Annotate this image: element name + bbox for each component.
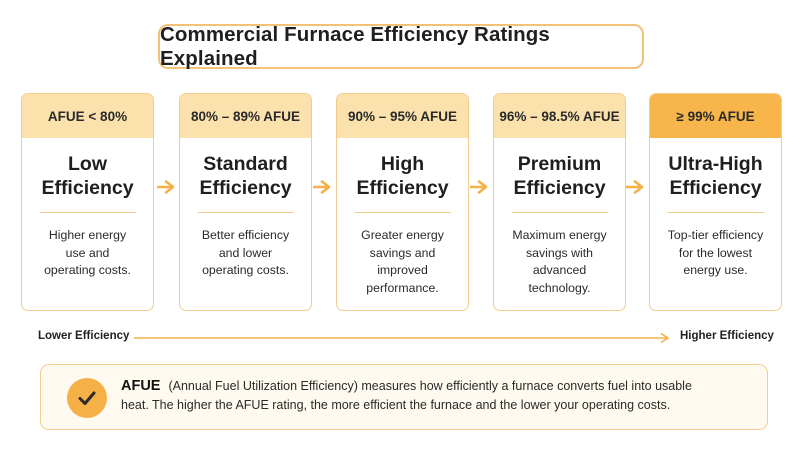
tier-name: Ultra-High Efficiency [650,152,781,200]
tier-description-line: Better efficiency [201,228,290,242]
tier-description-line: operating costs. [202,263,289,277]
arrow-right-icon [157,180,175,194]
tier-description-line: technology. [528,280,591,295]
tier-description: Greater energy savings and improved perf… [337,227,468,297]
tier-description-line: use and [65,245,110,260]
tier-name: Premium Efficiency [494,152,625,200]
tier-description-line: performance. [366,280,439,295]
tier-divider [197,212,294,213]
tier-name-line: Efficiency [41,177,134,199]
tier-divider [667,212,764,213]
tier-description-line: Greater energy [361,228,444,242]
efficiency-scale-arrow [134,332,669,344]
tier-divider [39,212,136,213]
tier-card-premium: 96% – 98.5% AFUE Premium Efficiency Maxi… [493,93,626,311]
tier-description-line: and lower [218,245,273,260]
afue-definition: AFUE (Annual Fuel Utilization Efficiency)… [121,377,751,415]
tier-description-line: Maximum energy [512,228,607,242]
tier-card-high: 90% – 95% AFUE High Efficiency Greater e… [336,93,469,311]
afue-definition-line-1: AFUE (Annual Fuel Utilization Efficiency)… [121,377,751,396]
tier-range-label: ≥ 99% AFUE [650,94,781,138]
tier-name-line: Ultra-High [668,153,763,175]
tier-description: Top-tier efficiency for the lowest energ… [650,227,781,280]
tier-range-label: 80% – 89% AFUE [180,94,311,138]
tier-name-line: Low [68,153,107,175]
tier-description: Better efficiency and lower operating co… [180,227,311,280]
tier-description-line: for the lowest [678,245,753,260]
tier-description-line: savings with [526,245,593,260]
tier-description-line: savings and [369,245,436,260]
tier-name: High Efficiency [337,152,468,200]
tier-description: Maximum energy savings with advanced tec… [494,227,625,297]
tier-range-label: 90% – 95% AFUE [337,94,468,138]
tier-name-line: Standard [203,153,288,175]
arrow-right-icon [313,180,331,194]
tier-description-line: energy use. [683,263,748,277]
tier-description-line: Higher energy [48,228,127,242]
tier-divider [354,212,451,213]
afue-term: AFUE [121,378,161,394]
tier-card-ultra-high: ≥ 99% AFUE Ultra-High Efficiency Top-tie… [649,93,782,311]
afue-definition-text: (Annual Fuel Utilization Efficiency) mea… [168,379,692,393]
tier-card-low: AFUE < 80% Low Efficiency Higher energy … [21,93,154,311]
page-title: Commercial Furnace Efficiency Ratings Ex… [160,22,550,70]
afue-info-box: AFUE (Annual Fuel Utilization Efficiency)… [40,364,768,430]
tier-name-line: Efficiency [669,177,762,199]
scale-label-high: Higher Efficiency [680,330,774,342]
tier-name-line: Premium [517,153,602,175]
title-banner: Commercial Furnace Efficiency Ratings Ex… [158,22,644,70]
arrow-right-icon [470,180,488,194]
scale-label-low: Lower Efficiency [38,330,130,342]
tier-description-line: improved [377,263,428,277]
arrow-right-icon [626,180,644,194]
tier-range-label: AFUE < 80% [22,94,153,138]
tier-name: Low Efficiency [22,152,153,200]
tier-divider [511,212,608,213]
tier-description-line: advanced [532,263,587,277]
tier-range-label: 96% – 98.5% AFUE [494,94,625,138]
check-icon [67,378,107,418]
tier-name-line: Efficiency [199,177,292,199]
tier-name: Standard Efficiency [180,152,311,200]
afue-definition-line-2: heat. The higher the AFUE rating, the mo… [121,398,671,412]
tier-description-line: Top-tier efficiency [667,228,764,242]
tier-name-line: High [380,153,425,175]
tier-name-line: Efficiency [513,177,606,199]
tier-name-line: Efficiency [356,177,449,199]
tier-description: Higher energy use and operating costs. [22,227,153,280]
tier-description-line: operating costs. [44,263,131,277]
tier-card-standard: 80% – 89% AFUE Standard Efficiency Bette… [179,93,312,311]
